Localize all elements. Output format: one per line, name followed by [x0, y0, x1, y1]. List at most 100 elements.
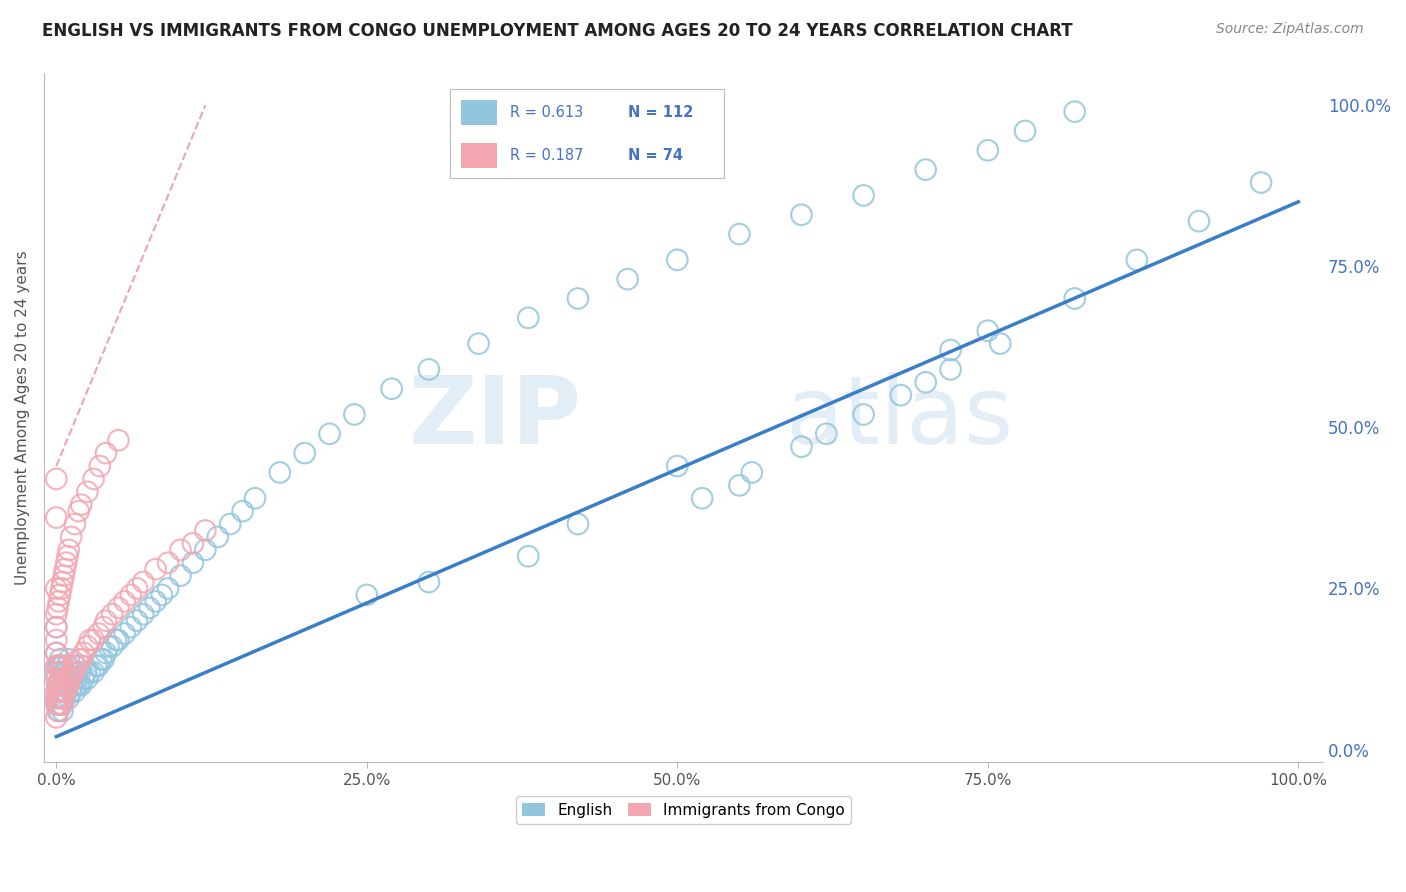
Point [169, 568, 191, 582]
Point [101, 607, 124, 622]
Point [51, 678, 73, 692]
Point [51, 698, 73, 712]
Point [93, 620, 115, 634]
Point [318, 426, 340, 441]
Point [67, 652, 90, 666]
Point [114, 594, 136, 608]
Point [939, 362, 962, 376]
Point [87, 626, 110, 640]
Point [46, 600, 69, 615]
Point [690, 491, 713, 506]
Point [70, 652, 93, 666]
Point [58, 678, 80, 692]
Point [51, 704, 73, 718]
Point [49, 691, 72, 706]
Point [49, 588, 72, 602]
Point [90, 652, 112, 666]
Point [107, 600, 129, 615]
Point [58, 542, 80, 557]
Point [60, 530, 83, 544]
Point [56, 672, 79, 686]
Point [79, 665, 101, 680]
Point [101, 640, 124, 654]
Point [58, 678, 80, 692]
Point [76, 640, 98, 654]
Point [45, 510, 67, 524]
Point [107, 632, 129, 647]
Point [45, 472, 67, 486]
FancyBboxPatch shape [461, 100, 496, 125]
Point [52, 665, 75, 680]
Point [45, 582, 67, 596]
Point [52, 672, 75, 686]
Point [125, 614, 148, 628]
Point [194, 542, 217, 557]
Point [72, 672, 94, 686]
Point [89, 458, 111, 473]
Point [49, 672, 72, 686]
Point [381, 382, 404, 396]
Point [56, 658, 79, 673]
Point [83, 665, 105, 680]
Point [517, 549, 540, 564]
Point [815, 426, 838, 441]
Point [70, 498, 93, 512]
Text: ZIP: ZIP [408, 372, 581, 464]
Y-axis label: Unemployment Among Ages 20 to 24 years: Unemployment Among Ages 20 to 24 years [15, 251, 30, 585]
Point [114, 626, 136, 640]
Point [45, 607, 67, 622]
Point [150, 588, 173, 602]
Text: R = 0.187: R = 0.187 [510, 148, 583, 162]
Point [52, 691, 75, 706]
Point [914, 376, 936, 390]
Point [852, 408, 875, 422]
Point [49, 672, 72, 686]
Point [58, 652, 80, 666]
Point [269, 466, 291, 480]
Point [157, 582, 180, 596]
Point [939, 343, 962, 357]
Point [69, 665, 91, 680]
Point [55, 678, 77, 692]
Point [72, 646, 94, 660]
Point [94, 614, 117, 628]
Point [145, 562, 167, 576]
Text: ENGLISH VS IMMIGRANTS FROM CONGO UNEMPLOYMENT AMONG AGES 20 TO 24 YEARS CORRELAT: ENGLISH VS IMMIGRANTS FROM CONGO UNEMPLO… [42, 22, 1073, 40]
Point [132, 574, 155, 589]
Point [51, 658, 73, 673]
Point [60, 684, 83, 698]
Point [107, 434, 129, 448]
Point [67, 678, 90, 692]
Point [59, 672, 82, 686]
Point [94, 446, 117, 460]
Point [790, 208, 813, 222]
Point [790, 440, 813, 454]
Point [46, 691, 69, 706]
Point [48, 678, 70, 692]
Point [988, 336, 1011, 351]
Point [97, 640, 120, 654]
Point [46, 678, 69, 692]
Point [45, 672, 67, 686]
Point [63, 665, 86, 680]
Point [66, 672, 89, 686]
Point [67, 504, 90, 518]
Point [1063, 292, 1085, 306]
Point [63, 516, 86, 531]
Point [51, 582, 73, 596]
Point [45, 620, 67, 634]
Text: N = 112: N = 112 [628, 105, 693, 120]
Point [132, 607, 155, 622]
Point [83, 472, 105, 486]
Point [1188, 214, 1211, 228]
Point [45, 620, 67, 634]
Point [169, 542, 191, 557]
Point [1250, 176, 1272, 190]
Point [56, 549, 79, 564]
Point [46, 704, 69, 718]
Point [62, 665, 84, 680]
Point [51, 658, 73, 673]
Point [51, 678, 73, 692]
Point [181, 536, 204, 550]
Legend: English, Immigrants from Congo: English, Immigrants from Congo [516, 797, 851, 823]
